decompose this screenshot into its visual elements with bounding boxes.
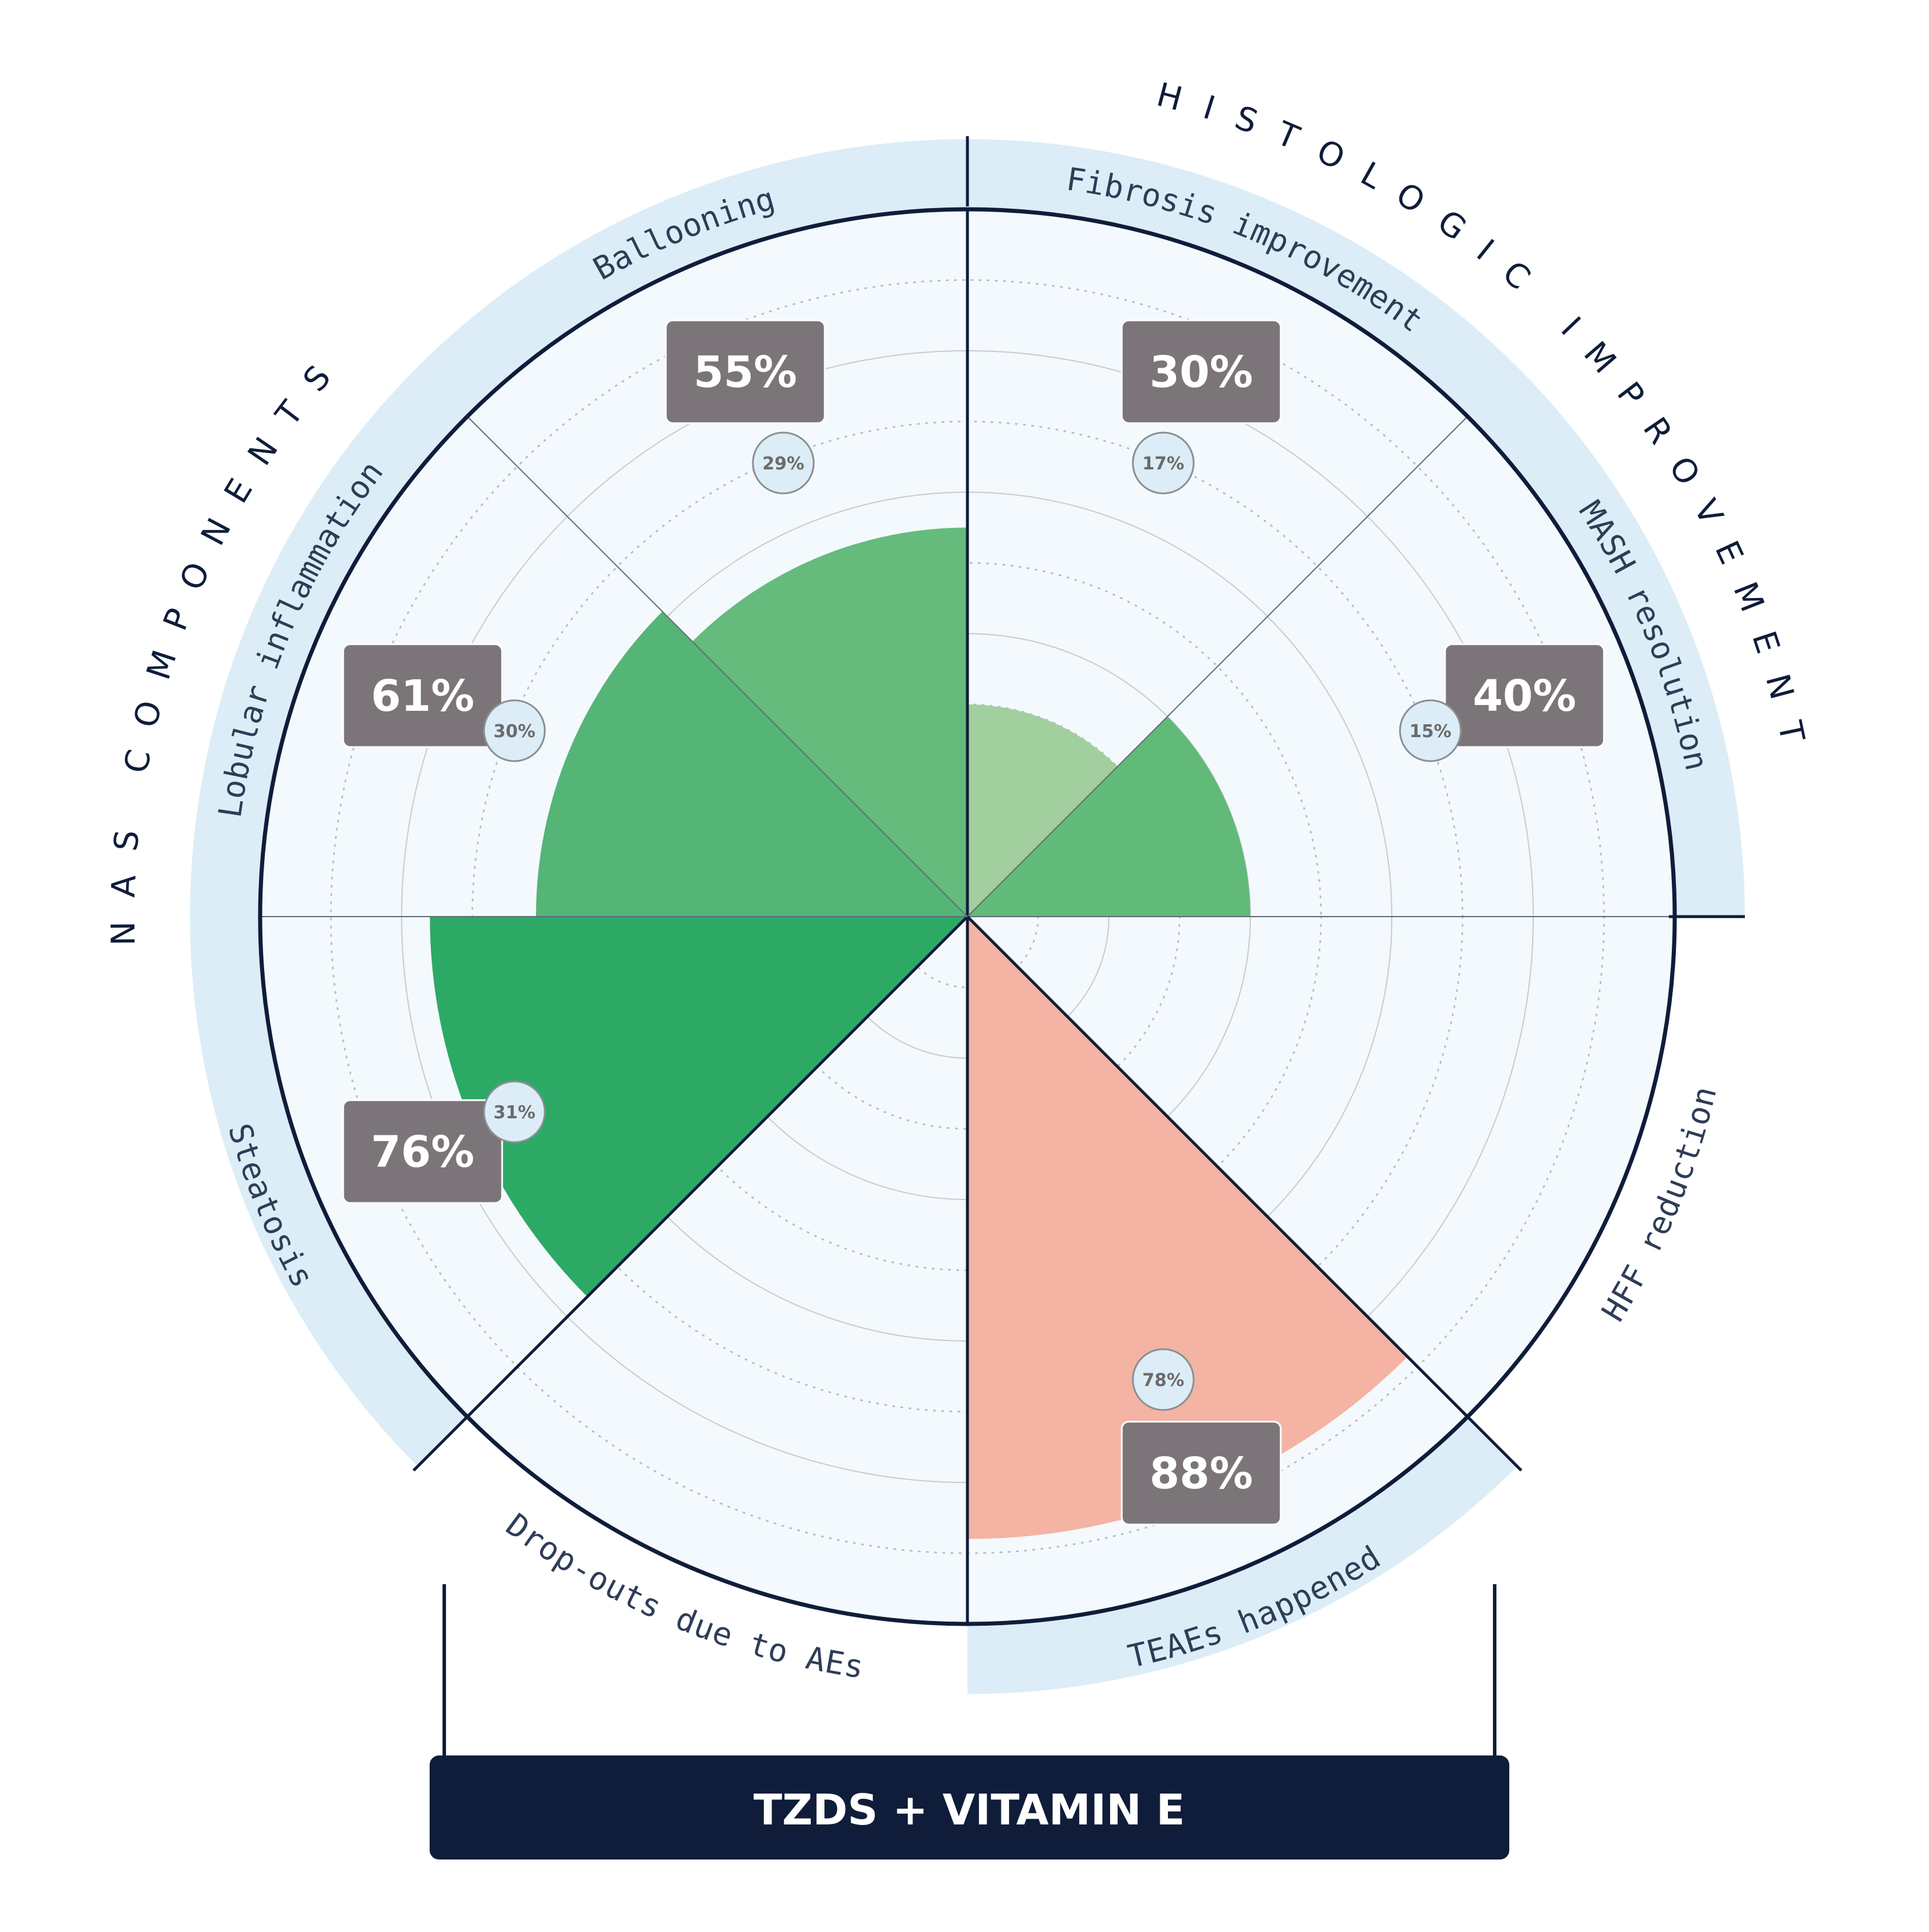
value-label: 30% [1149,347,1253,398]
reference-marker: 31% [483,1080,546,1143]
reference-marker: 15% [1399,699,1462,762]
value-box: 76% [342,1099,503,1204]
value-label: 76% [371,1127,474,1177]
reference-value: 78% [1142,1370,1184,1391]
band-0 [967,139,1745,917]
reference-value: 30% [493,721,535,742]
sector-dividers [260,209,1675,1624]
divider-1 [967,416,1468,917]
footer-bracket: TZDS + VITAMIN E [430,1584,1509,1860]
band-2 [967,1418,1517,1694]
footer-box [430,1755,1509,1860]
group-bands [190,139,1745,1694]
value-label: 55% [693,347,797,398]
value-labels: 30% 40% 88% 76% 61% 55% [342,319,1605,1526]
value-label: 61% [371,671,474,721]
bar-ballooning [692,527,967,917]
reference-value: 17% [1142,454,1184,474]
value-box: 61% [342,643,503,748]
separator-2 [1462,1411,1523,1472]
bar-mash-resolution [967,716,1250,917]
reference-marker: 30% [483,699,546,762]
value-box: 88% [1121,1421,1282,1526]
divider-3 [966,915,1469,1418]
divider-7 [466,416,968,917]
group-separators [412,136,1745,1472]
bar-steatosis [430,917,967,1297]
bars [430,527,1408,1539]
reference-value: 29% [762,454,804,474]
reference-value: 15% [1409,721,1451,742]
value-box: 55% [665,319,826,424]
value-box: 40% [1444,643,1605,748]
reference-marker: 29% [752,431,815,495]
footer-label: TZDS + VITAMIN E [753,1785,1185,1834]
reference-marker: 17% [1132,431,1195,495]
bar-teaes-happened [967,917,1408,1539]
bar-lobular-inflammation [535,611,967,917]
value-label: 88% [1149,1449,1253,1499]
reference-markers: 17% 15% 78% 31% 30% 29% [483,431,1462,1411]
value-box: 30% [1121,319,1282,424]
bar-fibrosis-improvement [967,704,1118,917]
reference-value: 31% [493,1102,535,1123]
value-label: 40% [1472,671,1576,721]
divider-5 [466,915,969,1418]
reference-marker: 78% [1132,1348,1195,1411]
band-1 [190,139,967,1467]
separator-3 [412,1411,473,1472]
